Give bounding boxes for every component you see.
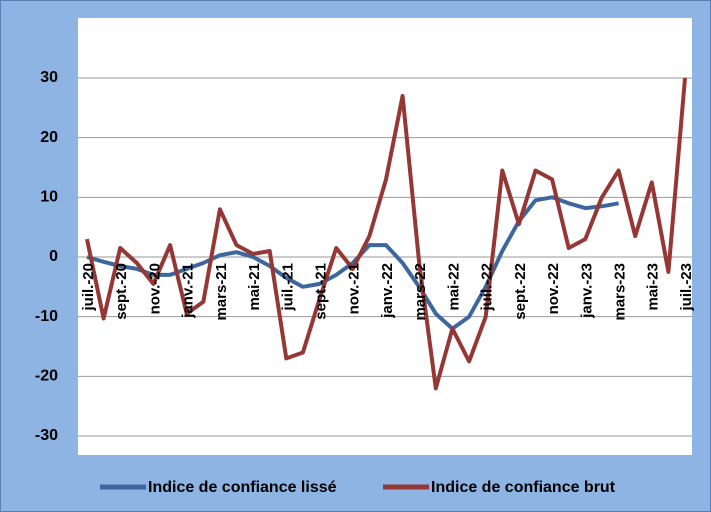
x-tick-label: juil.-21 <box>279 263 296 312</box>
y-tick-label: -30 <box>35 427 58 444</box>
x-tick-label: juil.-22 <box>479 263 496 312</box>
x-tick-label: sept.-21 <box>313 263 330 320</box>
x-tick-label: nov.-20 <box>146 263 163 314</box>
y-tick-label: -20 <box>35 368 58 385</box>
x-tick-label: juil.-23 <box>678 263 695 312</box>
series-line <box>85 77 687 391</box>
y-tick-label: 30 <box>40 69 58 86</box>
y-tick-label: 0 <box>49 248 58 265</box>
plot-area <box>78 18 692 455</box>
x-tick-label: nov.-22 <box>545 263 562 314</box>
x-tick-label: mai-22 <box>445 263 462 311</box>
legend-label: Indice de confiance lissé <box>148 479 337 496</box>
x-tick-label: janv.-23 <box>578 263 595 319</box>
x-tick-label: sept.-20 <box>113 263 130 320</box>
x-tick-label: mai-21 <box>246 263 263 311</box>
x-tick-label: mars-21 <box>213 263 230 321</box>
legend-label: Indice de confiance brut <box>431 479 616 496</box>
y-tick-label: 10 <box>40 189 58 206</box>
x-tick-label: sept.-22 <box>512 263 529 320</box>
x-tick-label: janv.-22 <box>379 263 396 319</box>
y-tick-label: -10 <box>35 308 58 325</box>
x-tick-label: mai-23 <box>645 263 662 311</box>
x-tick-label: nov.-21 <box>346 263 363 314</box>
x-tick-label: mars-22 <box>412 263 429 321</box>
x-tick-label: janv.-21 <box>180 263 197 319</box>
x-tick-label: mars-23 <box>612 263 629 321</box>
y-tick-label: 20 <box>40 129 58 146</box>
x-tick-label: juil.-20 <box>80 263 97 312</box>
